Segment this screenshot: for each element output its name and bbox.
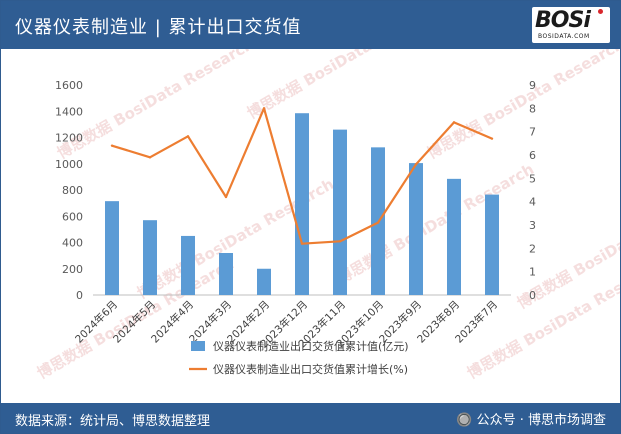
left-tick-label: 0 — [76, 289, 83, 302]
left-tick-label: 1600 — [55, 79, 83, 92]
left-tick-label: 1200 — [55, 132, 83, 145]
data-source: 数据来源：统计局、博思数据整理 — [15, 414, 211, 429]
right-tick-label: 8 — [529, 102, 536, 115]
line-point — [186, 135, 190, 138]
watermark-text: 博思数据 BosiData Research — [424, 49, 620, 162]
bar-series — [105, 113, 499, 295]
bar — [409, 163, 423, 295]
bar — [219, 253, 233, 295]
left-tick-label: 200 — [62, 263, 83, 276]
line-point — [490, 137, 494, 140]
left-tick-label: 1000 — [55, 158, 83, 171]
left-tick-label: 400 — [62, 237, 83, 250]
right-tick-label: 0 — [529, 289, 536, 302]
right-tick-label: 3 — [529, 219, 536, 232]
right-tick-label: 1 — [529, 266, 536, 279]
bar — [181, 235, 195, 295]
bar — [485, 194, 499, 295]
legend-bar-label: 仪器仪表制造业出口交货值累计值(亿元) — [213, 339, 409, 353]
line-point — [110, 144, 114, 147]
right-tick-label: 6 — [529, 149, 536, 162]
page-title: 仪器仪表制造业 | 累计出口交货值 — [15, 17, 302, 38]
bosi-logo: BOSi BOSIDATA.COM — [532, 7, 610, 43]
line-series — [110, 107, 494, 245]
bar — [295, 113, 309, 295]
right-tick-label: 9 — [529, 79, 536, 92]
line-point — [224, 195, 228, 199]
line-point — [262, 107, 266, 110]
line-point — [376, 221, 380, 224]
right-tick-label: 5 — [529, 172, 536, 185]
right-tick-label: 7 — [529, 126, 536, 139]
left-tick-label: 800 — [62, 184, 83, 197]
line-point — [148, 156, 152, 159]
legend-bar-swatch — [191, 341, 205, 351]
watermark-text: 博思数据 BosiData Research — [334, 160, 537, 288]
logo-dot-icon — [598, 9, 603, 14]
logo-text: BOSi — [535, 8, 591, 33]
header-bar: 仪器仪表制造业 | 累计出口交货值 BOSi BOSIDATA.COM — [1, 1, 620, 49]
legend-line-label: 仪器仪表制造业出口交货值累计增长(%) — [213, 362, 408, 376]
line-point — [414, 163, 418, 166]
right-tick-label: 2 — [529, 242, 536, 255]
line-point — [452, 121, 456, 124]
bar — [257, 268, 271, 295]
left-tick-label: 1400 — [55, 105, 83, 118]
footer-bar: 数据来源：统计局、博思数据整理 🔘 公众号 · 博思市场调查 — [1, 403, 620, 433]
watermark-text: 博思数据 BosiData Research — [244, 49, 447, 122]
logo-subtext: BOSIDATA.COM — [538, 33, 590, 40]
line-point — [300, 242, 304, 245]
watermark-text: 博思数据 BosiData Research — [54, 49, 257, 162]
bar — [105, 201, 119, 295]
bar — [143, 220, 157, 295]
right-tick-label: 4 — [529, 196, 536, 209]
bar — [447, 178, 461, 295]
left-tick-label: 600 — [62, 210, 83, 223]
line-point — [338, 240, 342, 243]
bar — [333, 129, 347, 295]
wechat-credit: 🔘 公众号 · 博思市场调查 — [456, 413, 606, 428]
chart-legend: 仪器仪表制造业出口交货值累计值(亿元) 仪器仪表制造业出口交货值累计增长(%) — [189, 339, 409, 376]
